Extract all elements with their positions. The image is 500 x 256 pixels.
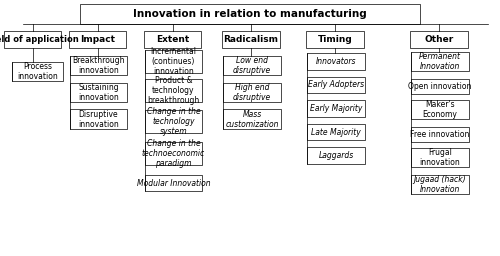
Text: Maker's
Economy: Maker's Economy [422, 100, 458, 119]
FancyBboxPatch shape [4, 31, 61, 48]
Text: Innovators: Innovators [316, 57, 356, 66]
FancyBboxPatch shape [80, 5, 420, 24]
Text: Field of application: Field of application [0, 35, 78, 44]
Text: Permanent
Innovation: Permanent Innovation [419, 52, 461, 71]
Text: Low end
disruptive: Low end disruptive [233, 56, 271, 75]
FancyBboxPatch shape [223, 110, 281, 129]
FancyBboxPatch shape [411, 100, 469, 119]
Text: Radicalism: Radicalism [224, 35, 278, 44]
Text: Laggards: Laggards [318, 151, 354, 160]
FancyBboxPatch shape [70, 82, 127, 102]
Text: Disruptive
innovation: Disruptive innovation [78, 110, 119, 129]
Text: Sustaining
innovation: Sustaining innovation [78, 83, 119, 102]
Text: Innovation in relation to manufacturing: Innovation in relation to manufacturing [133, 9, 367, 19]
Text: Change in the
technoeconomic
paradigm: Change in the technoeconomic paradigm [142, 139, 205, 168]
Text: Early Adopters: Early Adopters [308, 80, 364, 90]
FancyBboxPatch shape [306, 31, 364, 48]
Text: High end
disruptive: High end disruptive [233, 83, 271, 102]
FancyBboxPatch shape [411, 79, 469, 94]
FancyBboxPatch shape [411, 127, 469, 142]
Text: Other: Other [424, 35, 454, 44]
FancyBboxPatch shape [70, 110, 127, 129]
FancyBboxPatch shape [307, 124, 365, 140]
FancyBboxPatch shape [145, 50, 202, 73]
FancyBboxPatch shape [145, 142, 202, 165]
Text: Mass
customization: Mass customization [225, 110, 279, 129]
FancyBboxPatch shape [307, 147, 365, 164]
FancyBboxPatch shape [307, 100, 365, 117]
Text: Frugal
innovation: Frugal innovation [420, 148, 461, 167]
FancyBboxPatch shape [70, 56, 127, 75]
Text: Product &
technology
breakthrough: Product & technology breakthrough [148, 76, 200, 105]
Text: Free innovation: Free innovation [410, 130, 470, 139]
FancyBboxPatch shape [12, 62, 62, 81]
Text: Process
innovation: Process innovation [17, 62, 58, 81]
FancyBboxPatch shape [69, 31, 126, 48]
FancyBboxPatch shape [223, 56, 281, 75]
FancyBboxPatch shape [145, 79, 202, 102]
Text: Incremental
(continues)
innovation: Incremental (continues) innovation [150, 47, 196, 76]
FancyBboxPatch shape [223, 82, 281, 102]
FancyBboxPatch shape [307, 53, 365, 70]
Text: Timing: Timing [318, 35, 352, 44]
Text: Open innovation: Open innovation [408, 82, 472, 91]
Text: Change in the
technology
system: Change in the technology system [146, 107, 201, 136]
Text: Jugaad (hack)
Innovation: Jugaad (hack) Innovation [414, 175, 467, 194]
Text: Late Majority: Late Majority [311, 127, 361, 137]
Text: Modular Innovation: Modular Innovation [136, 178, 210, 188]
FancyBboxPatch shape [145, 175, 202, 191]
FancyBboxPatch shape [144, 31, 201, 48]
FancyBboxPatch shape [145, 110, 202, 133]
Text: Extent: Extent [156, 35, 189, 44]
FancyBboxPatch shape [411, 52, 469, 71]
Text: Early Majority: Early Majority [310, 104, 362, 113]
FancyBboxPatch shape [411, 175, 469, 195]
FancyBboxPatch shape [222, 31, 280, 48]
FancyBboxPatch shape [410, 31, 468, 48]
Text: Impact: Impact [80, 35, 115, 44]
FancyBboxPatch shape [411, 148, 469, 167]
Text: Breakthrough
innovation: Breakthrough innovation [72, 56, 125, 75]
FancyBboxPatch shape [307, 77, 365, 93]
